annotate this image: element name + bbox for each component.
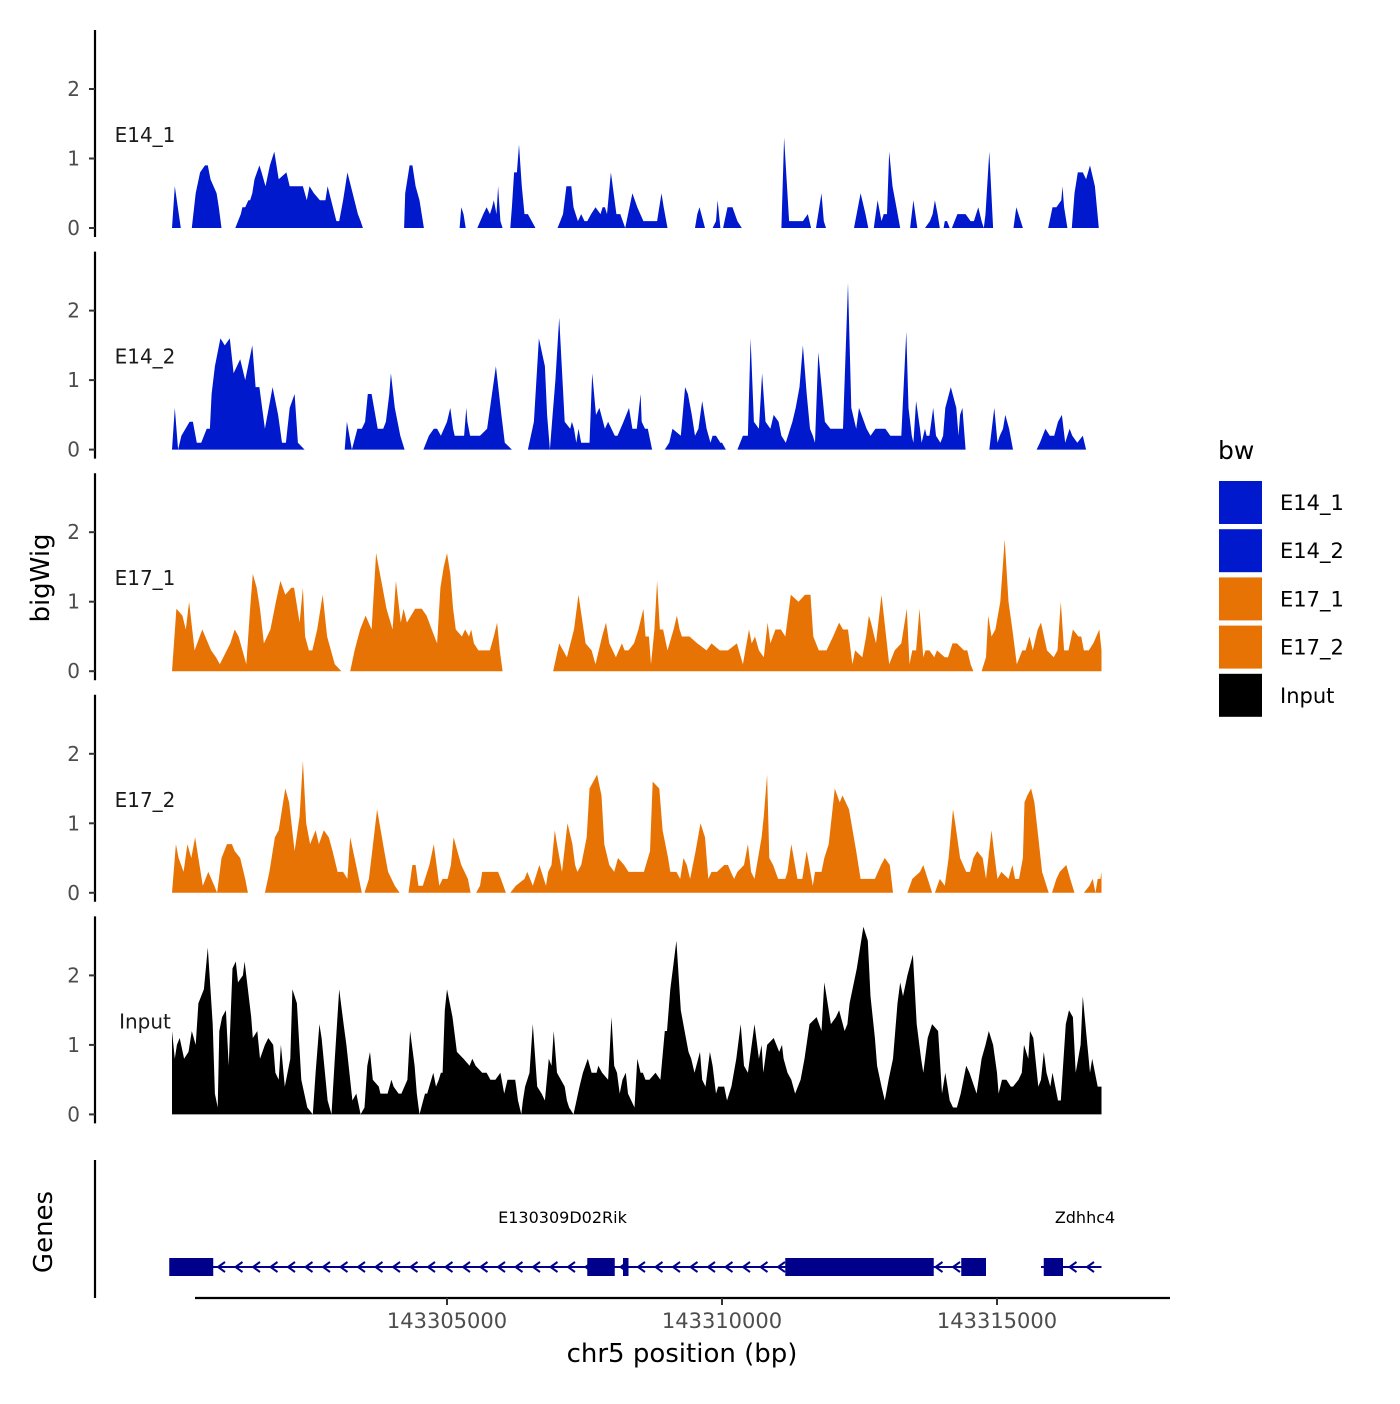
coverage-area-E17_2 [172,760,1102,893]
strand-arrow-icon [688,1261,699,1273]
y-tick-label: 0 [67,1102,80,1126]
x-tick-label: 143305000 [387,1309,507,1333]
track-label: E17_1 [115,566,176,590]
strand-arrow-icon [776,1261,786,1273]
strand-arrow-icon [321,1261,331,1273]
y-axis-title: bigWig [26,533,56,622]
track-panel-E17_2: 0 1 2 E17_2 [67,694,1102,905]
gene-Zdhhc4: Zdhhc4 [1041,1208,1115,1276]
legend-swatch-E14_2 [1219,529,1262,573]
strand-arrow-icon [286,1261,296,1273]
y-tick-label: 1 [67,590,80,614]
gene-exon [961,1258,986,1276]
x-axis: chr5 position (bp) 143305000 143310000 143… [195,1296,1170,1369]
strand-arrow-icon [408,1261,419,1273]
strand-arrow-icon [461,1261,471,1273]
strand-arrow-icon [338,1261,349,1273]
legend-label: E17_2 [1280,636,1344,661]
legend-title: bw [1218,436,1254,465]
strand-arrow-icon [741,1261,751,1273]
gene-exon [623,1258,629,1276]
strand-arrow-icon [356,1261,366,1273]
strand-arrow-icon [513,1261,524,1273]
strand-arrow-icon [531,1261,541,1273]
strand-arrow-icon [303,1261,314,1273]
strand-arrow-icon [233,1261,244,1273]
legend-label: E14_2 [1280,539,1344,564]
gene-name-label: E130309D02Rik [498,1208,627,1227]
gene-exon [1043,1258,1063,1276]
coverage-area-E14_2 [172,282,1096,450]
strand-arrow-icon [671,1261,681,1273]
x-tick-label: 143310000 [662,1309,782,1333]
y-tick-label: 2 [67,299,80,323]
y-tick-label: 0 [67,216,80,240]
gene-E130309D02Rik: E130309D02Rik [169,1208,986,1276]
y-tick-label: 0 [67,438,80,462]
strand-arrow-icon [268,1261,279,1273]
y-tick-label: 2 [67,742,80,766]
strand-arrow-icon [548,1261,559,1273]
track-label: E17_2 [115,788,176,812]
gene-exon [587,1258,615,1276]
strand-arrow-icon [758,1261,769,1273]
strand-arrow-icon [478,1261,489,1273]
y-tick-label: 1 [67,147,80,171]
track-label: E14_2 [115,345,176,369]
legend-swatch-Input [1219,673,1262,717]
strand-arrow-icon [636,1261,646,1273]
coverage-area-E17_1 [172,539,1102,672]
y-tick-label: 1 [67,1033,80,1057]
strand-arrow-icon [391,1261,401,1273]
legend-label: E17_1 [1280,587,1344,612]
strand-arrow-icon [1067,1261,1078,1273]
genes-axis-title: Genes [29,1191,59,1273]
strand-arrow-icon [653,1261,664,1273]
track-label: E14_1 [115,123,176,147]
track-panel-Input: 0 1 2 Input [67,916,1102,1126]
track-label: Input [119,1009,171,1033]
strand-arrow-icon [723,1261,734,1273]
x-tick-label: 143315000 [937,1309,1057,1333]
gene-exon [169,1258,214,1276]
y-tick-label: 0 [67,881,80,905]
gene-name-label: Zdhhc4 [1055,1208,1115,1227]
track-panel-E17_1: 0 1 2 E17_1 [67,473,1102,683]
strand-arrow-icon [251,1261,261,1273]
gene-track: Genes E130309D02Rik Zdhhc4 [29,1160,1115,1298]
strand-arrow-icon [426,1261,436,1273]
y-tick-label: 0 [67,659,80,683]
legend: bw E14_1 E14_2 E17_1 E17_2 Input [1218,436,1344,717]
legend-label: Input [1280,684,1334,708]
y-tick-label: 2 [67,963,80,987]
strand-arrow-icon [443,1261,454,1273]
strand-arrow-icon [496,1261,506,1273]
strand-arrow-icon [216,1261,226,1273]
strand-arrow-icon [951,1261,961,1273]
coverage-tracks: 0 1 2 E14_1 0 1 2 E14_2 0 1 2 E17_1 0 1 2 E17_2 0 1 2 Input [67,30,1102,1126]
y-tick-label: 2 [67,77,80,101]
legend-label: E14_1 [1280,491,1344,516]
strand-arrow-icon [566,1261,576,1273]
strand-arrow-icon [933,1261,944,1273]
coverage-area-E14_1 [172,137,1099,228]
strand-arrow-icon [706,1261,716,1273]
track-panel-E14_1: 0 1 2 E14_1 [67,30,1099,240]
legend-swatch-E17_2 [1219,625,1262,669]
legend-swatch-E17_1 [1219,577,1262,621]
y-tick-label: 1 [67,368,80,392]
strand-arrow-icon [373,1261,384,1273]
x-axis-title: chr5 position (bp) [567,1339,798,1369]
coverage-area-Input [172,926,1102,1115]
y-tick-label: 2 [67,520,80,544]
legend-swatch-E14_1 [1219,481,1262,524]
y-tick-label: 1 [67,811,80,835]
strand-arrow-icon [1085,1261,1095,1273]
gene-exon [785,1258,934,1276]
track-panel-E14_2: 0 1 2 E14_2 [67,251,1096,462]
